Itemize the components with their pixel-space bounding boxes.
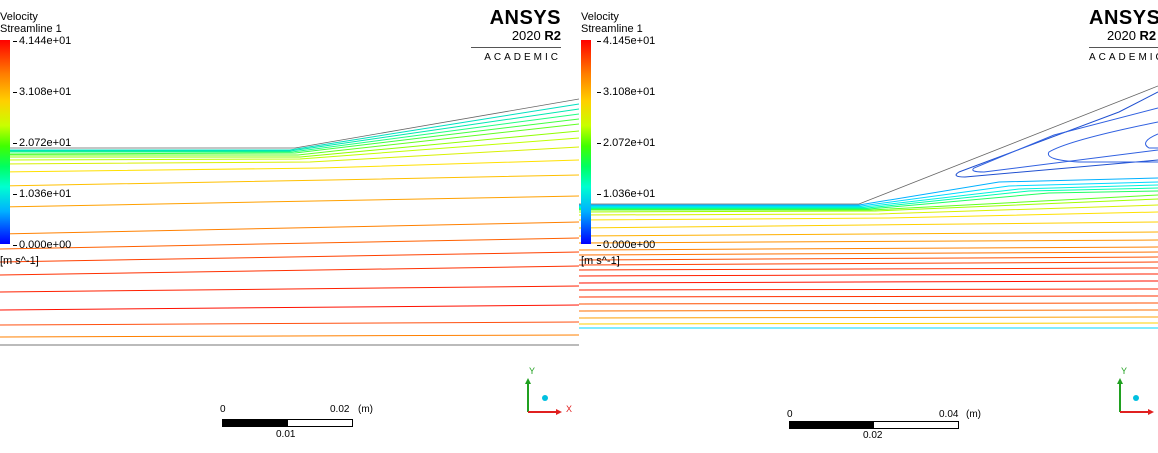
axis-y-label: Y bbox=[529, 366, 536, 376]
legend-units: [m s^-1] bbox=[0, 255, 39, 267]
legend-tick: 2.072e+01 bbox=[596, 137, 656, 149]
legend-object: Streamline 1 bbox=[581, 23, 643, 35]
legend-tick: 4.145e+01 bbox=[596, 35, 656, 47]
ansys-logo: ANSYS 2020 R2 ACADEMIC bbox=[1089, 8, 1158, 65]
legend-object: Streamline 1 bbox=[0, 23, 62, 35]
legend-tick: 0.000e+00 bbox=[12, 239, 72, 251]
logo-edition: ACADEMIC bbox=[1089, 52, 1158, 63]
scale-right-label: 0.04 bbox=[939, 409, 959, 420]
ansys-logo: ANSYS 2020 R2 ACADEMIC bbox=[471, 8, 561, 65]
scale-left-label: 0 bbox=[787, 409, 793, 420]
scale-left-label: 0 bbox=[220, 404, 226, 415]
logo-year: 2020 bbox=[511, 28, 541, 43]
logo-brand: ANSYS bbox=[1089, 7, 1158, 29]
axis-triad: Y bbox=[1110, 366, 1158, 416]
scale-bar-graphic bbox=[222, 419, 353, 427]
scale-unit: (m) bbox=[358, 404, 373, 415]
logo-release: R2 bbox=[544, 28, 561, 43]
axis-triad-icon bbox=[525, 378, 562, 415]
axis-triad: Y X bbox=[518, 366, 572, 416]
logo-divider bbox=[471, 47, 561, 48]
legend-tick: 1.036e+01 bbox=[596, 188, 656, 200]
scale-right-label: 0.02 bbox=[330, 404, 350, 415]
scale-bar: 0 0.02 (m) 0.01 bbox=[220, 402, 390, 442]
legend-tick: 3.108e+01 bbox=[12, 86, 72, 98]
legend-title: Velocity Streamline 1 bbox=[581, 11, 643, 35]
legend-variable: Velocity bbox=[0, 11, 38, 23]
scale-bar-graphic bbox=[789, 421, 959, 429]
logo-edition: ACADEMIC bbox=[484, 52, 561, 63]
logo-brand: ANSYS bbox=[489, 7, 561, 29]
axis-triad-icon bbox=[1117, 378, 1154, 415]
logo-release: R2 bbox=[1139, 28, 1157, 43]
color-bar bbox=[0, 40, 10, 244]
color-bar bbox=[581, 40, 591, 244]
scale-mid-label: 0.01 bbox=[276, 429, 296, 440]
axis-x-label: X bbox=[566, 404, 573, 414]
legend-variable: Velocity bbox=[581, 11, 619, 23]
streamline-plot-left bbox=[0, 98, 579, 346]
legend-tick: 3.108e+01 bbox=[596, 86, 656, 98]
scale-mid-label: 0.02 bbox=[863, 430, 883, 441]
legend-tick: 2.072e+01 bbox=[12, 137, 72, 149]
legend-units: [m s^-1] bbox=[581, 255, 620, 267]
axis-y-label: Y bbox=[1121, 366, 1128, 376]
streamline-plot-right bbox=[579, 85, 1158, 329]
logo-divider bbox=[1089, 47, 1158, 48]
legend-title: Velocity Streamline 1 bbox=[0, 11, 62, 35]
logo-year: 2020 bbox=[1107, 28, 1136, 43]
legend-tick: 4.144e+01 bbox=[12, 35, 72, 47]
viewport-right[interactable]: Velocity Streamline 1 4.145e+01 3.108e+0… bbox=[579, 0, 1158, 453]
legend-tick: 0.000e+00 bbox=[596, 239, 656, 251]
scale-bar: 0 0.04 (m) 0.02 bbox=[787, 402, 987, 442]
legend-tick: 1.036e+01 bbox=[12, 188, 72, 200]
scale-unit: (m) bbox=[966, 409, 981, 420]
viewport-left[interactable]: Velocity Streamline 1 4.144e+01 3.108e+0… bbox=[0, 0, 579, 453]
